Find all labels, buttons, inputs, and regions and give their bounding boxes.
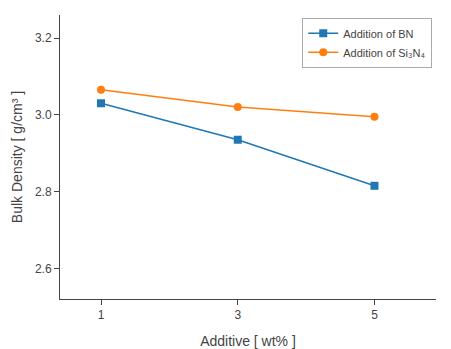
svg-text:5: 5 — [371, 308, 378, 322]
svg-text:3: 3 — [234, 308, 241, 322]
svg-text:1: 1 — [98, 308, 105, 322]
svg-text:3.2: 3.2 — [35, 31, 52, 45]
svg-text:3.0: 3.0 — [35, 108, 52, 122]
svg-text:2.8: 2.8 — [35, 185, 52, 199]
svg-text:Addition of Si₃N₄: Addition of Si₃N₄ — [343, 47, 425, 59]
svg-text:Bulk Density [ g/cm³ ]: Bulk Density [ g/cm³ ] — [9, 91, 25, 223]
svg-text:2.6: 2.6 — [35, 262, 52, 276]
svg-text:Additive [ wt% ]: Additive [ wt% ] — [200, 333, 296, 349]
svg-text:Addition of BN: Addition of BN — [343, 28, 413, 40]
